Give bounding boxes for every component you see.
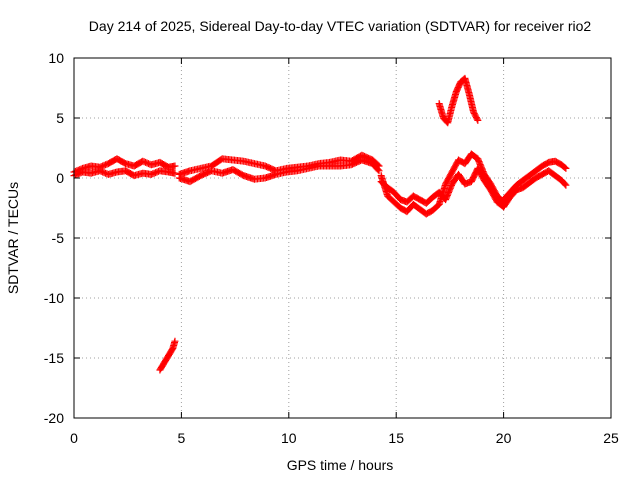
data-point	[562, 181, 570, 189]
x-tick-label: 15	[388, 430, 404, 446]
y-tick-label: -10	[44, 290, 64, 306]
data-point	[375, 167, 383, 175]
y-tick-label: -20	[44, 410, 64, 426]
data-point	[171, 169, 179, 177]
grid-lines	[74, 58, 611, 418]
y-tick-label: 5	[56, 110, 64, 126]
data-point	[561, 164, 569, 171]
x-axis-ticks: 0 5 10 15 20 25	[70, 58, 619, 446]
x-tick-label: 5	[178, 430, 186, 446]
data-point	[473, 115, 481, 123]
y-axis-label: SDTVAR / TECUs	[5, 182, 21, 294]
x-tick-label: 25	[603, 430, 619, 446]
data-point	[562, 164, 570, 172]
x-axis-label: GPS time / hours	[287, 457, 394, 473]
y-tick-label: 10	[48, 50, 64, 66]
y-tick-label: -5	[52, 230, 65, 246]
data-point	[171, 162, 179, 170]
y-tick-label: 0	[56, 170, 64, 186]
x-tick-label: 20	[496, 430, 512, 446]
data-point	[374, 166, 382, 174]
chart-title: Day 214 of 2025, Sidereal Day-to-day VTE…	[89, 18, 592, 34]
y-axis-ticks: 10 5 0 -5 -10 -15 -20	[44, 50, 611, 426]
data-point	[171, 337, 179, 345]
data-points	[70, 74, 570, 374]
x-tick-label: 0	[70, 430, 78, 446]
data-point	[561, 180, 569, 188]
y-tick-label: -15	[44, 350, 64, 366]
data-point	[474, 116, 482, 124]
x-tick-label: 10	[281, 430, 297, 446]
